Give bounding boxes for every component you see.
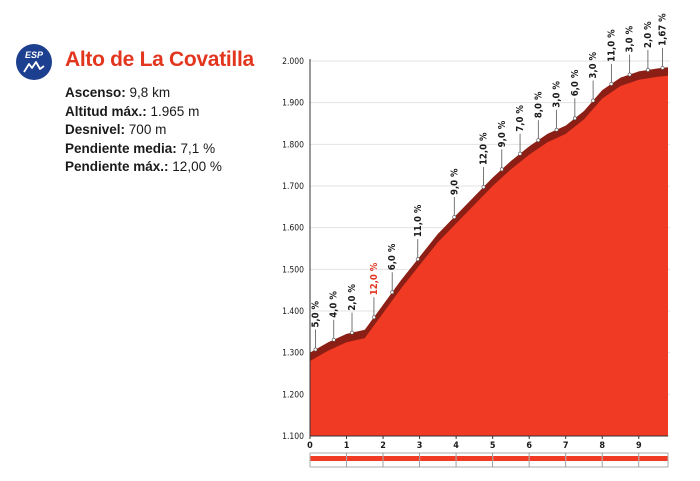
gradient-marker (518, 151, 522, 156)
scale-segment-fill (456, 456, 493, 461)
stat-row: Pendiente media: 7,1 % (65, 140, 222, 159)
x-tick-label: 9 (636, 441, 642, 451)
gradient-label: 6,0 % (570, 69, 581, 96)
gradient-label: 7,0 % (515, 105, 526, 132)
gradient-marker (452, 215, 457, 219)
y-tick-label: 1.800 (282, 140, 304, 150)
stat-key: Pendiente media: (65, 140, 177, 156)
gradient-marker (646, 68, 650, 72)
gradient-label: 6,0 % (387, 243, 398, 270)
gradient-label: 1,67 % (658, 13, 669, 46)
climb-title: Alto de La Covatilla (65, 48, 254, 71)
scale-segment-fill (420, 456, 456, 461)
scale-segment-fill (566, 456, 602, 461)
y-tick-label: 1.700 (282, 182, 304, 192)
mountain-icon (23, 61, 45, 73)
gradient-marker (331, 337, 336, 342)
stat-row: Desnivel: 700 m (65, 121, 222, 140)
x-tick-label: 7 (563, 441, 569, 451)
y-tick-label: 1.400 (282, 307, 304, 317)
scale-segment-fill (602, 456, 639, 461)
gradient-label: 12,0 % (479, 132, 490, 165)
profile-area (310, 75, 668, 436)
stat-key: Desnivel: (65, 122, 126, 137)
stat-value: 9,8 km (129, 85, 171, 100)
country-badge: ESP (16, 44, 52, 80)
gradient-marker (536, 138, 541, 143)
gradient-label: 5,0 % (310, 300, 321, 327)
stat-key: Pendiente máx.: (65, 159, 169, 174)
x-tick-label: 2 (380, 441, 386, 451)
y-tick-label: 2.000 (282, 57, 304, 67)
gradient-label: 3,0 % (588, 51, 599, 78)
gradient-marker (660, 65, 665, 70)
climb-stats: Ascenso: 9,8 km Altitud máx.: 1.965 m De… (65, 84, 222, 177)
scale-segment-fill (493, 456, 529, 461)
y-tick-label: 1.200 (282, 390, 304, 400)
x-tick-label: 4 (453, 441, 459, 451)
stat-value: 12,00 % (172, 159, 222, 174)
gradient-marker (554, 127, 559, 132)
gradient-marker (481, 185, 486, 189)
stat-key: Altitud máx.: (65, 103, 147, 119)
gradient-marker (313, 347, 318, 352)
stat-key: Ascenso: (65, 85, 126, 100)
y-tick-label: 1.100 (282, 432, 304, 442)
stat-value: 700 m (128, 122, 167, 137)
gradient-marker (609, 82, 614, 86)
gradient-marker (415, 257, 420, 262)
x-tick-label: 1 (344, 441, 350, 451)
gradient-label: 4,0 % (329, 291, 340, 318)
gradient-label: 11,0 % (606, 29, 617, 62)
scale-segment-fill (347, 456, 383, 461)
stat-row: Pendiente máx.: 12,00 % (65, 158, 222, 177)
stat-value: 7,1 % (180, 140, 216, 156)
gradient-label: 3,0 % (552, 81, 563, 108)
x-tick-label: 5 (490, 441, 496, 451)
gradient-marker (591, 98, 596, 103)
y-tick-label: 1.600 (282, 224, 304, 234)
y-tick-label: 1.900 (282, 99, 304, 109)
country-code: ESP (24, 50, 43, 60)
x-tick-label: 8 (599, 441, 605, 451)
gradient-marker (627, 72, 632, 77)
gradient-marker (572, 116, 577, 121)
gradient-marker (372, 315, 376, 320)
gradient-label: 9,0 % (497, 120, 508, 147)
x-tick-label: 3 (417, 441, 423, 451)
y-tick-label: 1.500 (282, 265, 304, 275)
gradient-label: 11,0 % (413, 204, 424, 237)
gradient-marker (390, 290, 395, 295)
gradient-label: 2,0 % (347, 284, 358, 311)
gradient-marker (350, 330, 354, 335)
gradient-label: 3,0 % (625, 25, 636, 52)
stat-row: Ascenso: 9,8 km (65, 84, 222, 103)
stat-value: 1.965 m (150, 103, 200, 119)
scale-segment-fill (639, 456, 668, 461)
gradient-label: 8,0 % (533, 91, 544, 118)
scale-segment-fill (310, 456, 347, 461)
gradient-marker (499, 167, 504, 172)
x-tick-label: 6 (526, 441, 532, 451)
gradient-label: 12,0 % (369, 262, 380, 295)
x-tick-label: 0 (307, 441, 313, 451)
y-tick-label: 1.300 (282, 349, 304, 359)
scale-segment-fill (529, 456, 566, 461)
scale-segment-fill (383, 456, 420, 461)
gradient-label: 2,0 % (643, 21, 654, 48)
stat-row: Altitud máx.: 1.965 m (65, 103, 222, 122)
gradient-label: 9,0 % (449, 168, 460, 195)
